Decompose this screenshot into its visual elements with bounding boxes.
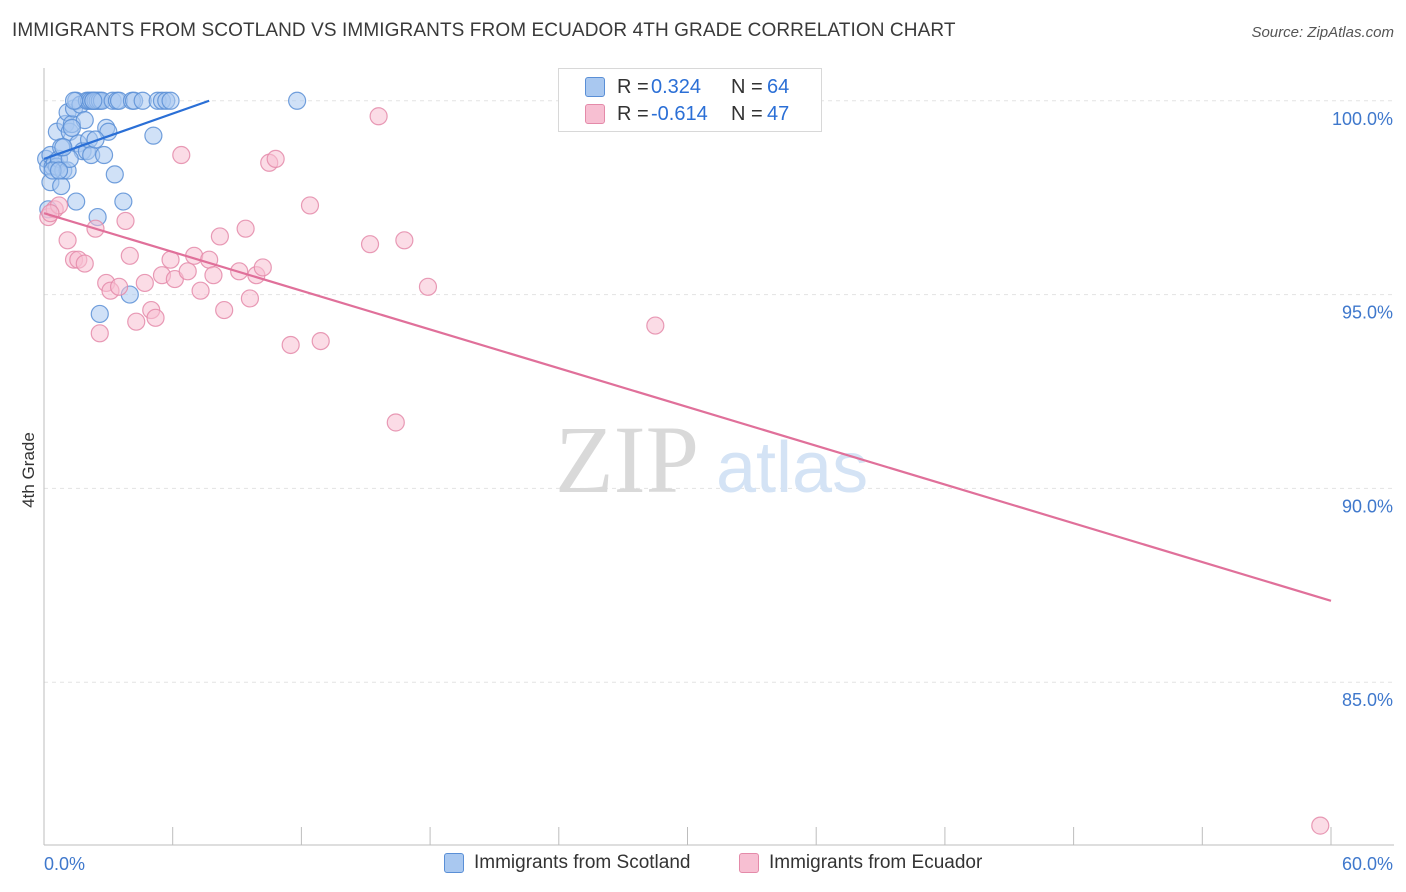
ecuador-point xyxy=(300,196,320,215)
ecuador-legend-swatch xyxy=(739,853,759,873)
y-axis-label: 4th Grade xyxy=(19,432,38,508)
ecuador-point xyxy=(109,277,129,296)
scotland-point xyxy=(52,176,71,196)
ecuador-point xyxy=(253,258,272,277)
scotland-n-label: N = xyxy=(731,75,763,98)
scotland-point xyxy=(62,118,81,137)
ecuador-point xyxy=(418,277,438,296)
legend-row-ecuador: R = -0.614 N = 47 xyxy=(585,102,789,126)
correlation-legend: R = 0.324 N = 64 R = -0.614 N = 47 xyxy=(558,68,822,132)
ecuador-point xyxy=(311,331,330,351)
scotland-point xyxy=(90,304,109,324)
watermark-atlas: atlas xyxy=(716,428,868,508)
scotland-n-value: 64 xyxy=(767,75,790,98)
legend-item-scotland[interactable]: Immigrants from Scotland xyxy=(444,852,690,874)
scotland-point xyxy=(161,91,180,110)
ecuador-point xyxy=(204,266,223,285)
ecuador-point xyxy=(281,335,300,355)
ecuador-point xyxy=(210,227,229,246)
scotland-r-label: R = xyxy=(617,75,649,98)
y-tick-label: 85.0% xyxy=(1342,690,1393,710)
ecuador-n-label: N = xyxy=(731,102,763,125)
ecuador-trend-line xyxy=(43,212,1332,602)
ecuador-point xyxy=(236,219,255,238)
scotland-point xyxy=(288,91,307,110)
chart-title: IMMIGRANTS FROM SCOTLAND VS IMMIGRANTS F… xyxy=(12,20,956,41)
scotland-trend-line xyxy=(43,99,210,160)
x-tick-label: 60.0% xyxy=(1342,854,1393,874)
series-scotland-points xyxy=(37,91,307,324)
ecuador-point xyxy=(172,145,191,165)
legend-item-ecuador[interactable]: Immigrants from Ecuador xyxy=(739,852,982,874)
ecuador-n-value: 47 xyxy=(767,102,790,125)
ecuador-point xyxy=(1311,816,1330,835)
ecuador-point xyxy=(116,211,135,231)
y-tick-label: 95.0% xyxy=(1342,303,1393,323)
source-label: Source: ZipAtlas.com xyxy=(1251,24,1394,41)
ecuador-swatch xyxy=(585,104,605,124)
ecuador-point xyxy=(646,316,665,335)
watermark-zip: ZIP xyxy=(555,406,699,513)
legend-row-scotland: R = 0.324 N = 64 xyxy=(585,75,789,99)
scotland-legend-label: Immigrants from Scotland xyxy=(474,852,691,873)
watermark: ZIP atlas xyxy=(555,406,868,513)
scotland-point xyxy=(114,192,133,211)
grid-lines xyxy=(44,100,1394,683)
scotland-point xyxy=(86,130,105,149)
ecuador-point xyxy=(146,308,165,327)
ecuador-point xyxy=(75,254,94,273)
scotland-point xyxy=(67,192,86,211)
scotland-point xyxy=(49,161,69,180)
ecuador-point xyxy=(178,262,197,281)
scotland-swatch xyxy=(585,77,605,97)
ecuador-point xyxy=(266,149,285,169)
series-legend: Immigrants from Scotland Immigrants from… xyxy=(0,852,1406,878)
scotland-point xyxy=(64,91,84,110)
axes xyxy=(43,68,1394,846)
y-tick-label: 100.0% xyxy=(1332,109,1393,129)
ecuador-r-label: R = xyxy=(617,102,649,125)
scotland-point xyxy=(94,145,114,165)
scotland-point xyxy=(84,91,103,110)
ecuador-point xyxy=(240,289,260,308)
ecuador-point xyxy=(215,300,234,320)
scotland-point xyxy=(144,126,163,145)
ecuador-point xyxy=(395,231,414,250)
trend-lines xyxy=(43,99,1332,602)
ecuador-point xyxy=(191,281,210,300)
ecuador-point xyxy=(386,413,405,432)
ecuador-point xyxy=(360,235,380,254)
ecuador-point xyxy=(127,312,146,331)
ecuador-point xyxy=(135,273,154,293)
ecuador-point xyxy=(90,324,109,343)
ecuador-r-value: -0.614 xyxy=(651,102,708,125)
tick-labels: 100.0% 95.0% 90.0% 85.0% 0.0% 60.0% xyxy=(44,109,1393,874)
y-tick-label: 90.0% xyxy=(1342,496,1393,516)
ecuador-point xyxy=(58,231,77,250)
scotland-r-value: 0.324 xyxy=(651,75,702,98)
x-tick-label: 0.0% xyxy=(44,854,85,874)
scotland-legend-swatch xyxy=(444,853,464,873)
scotland-point xyxy=(105,165,124,184)
ecuador-point xyxy=(120,246,139,265)
ecuador-legend-label: Immigrants from Ecuador xyxy=(769,852,983,873)
ecuador-point xyxy=(369,107,388,126)
